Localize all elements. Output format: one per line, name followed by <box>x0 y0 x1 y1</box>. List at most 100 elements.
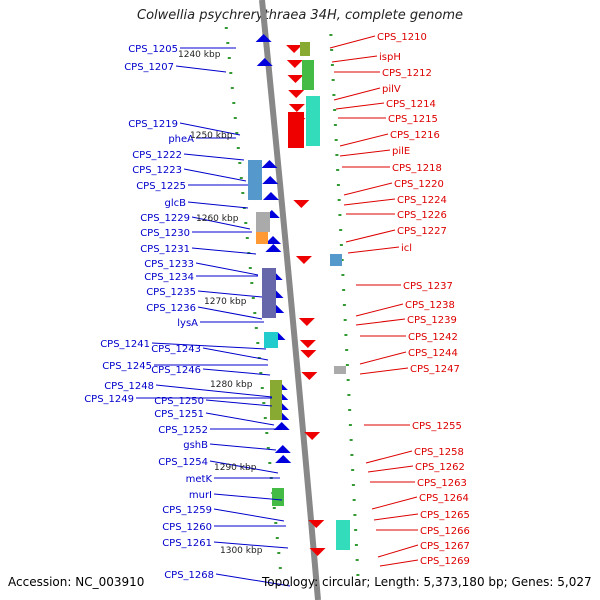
left-leader-line <box>205 412 275 426</box>
right-gene-label: CPS_1239 <box>407 315 457 326</box>
right-leader-line <box>333 87 381 101</box>
left-gene-label: CPS_1254 <box>158 457 208 468</box>
right-gene-label: CPS_1244 <box>408 348 458 359</box>
right-gene-label: CPS_1220 <box>394 179 444 190</box>
right-gene-label: CPS_1262 <box>415 462 465 473</box>
left-gene-label: CPS_1241 <box>100 339 150 350</box>
gene-block <box>302 60 314 90</box>
right-gene-label: CPS_1242 <box>408 332 458 343</box>
left-leader-line <box>151 342 267 350</box>
reverse-gene-arrow <box>308 520 325 528</box>
gene-block <box>306 96 320 146</box>
forward-gene-arrow <box>261 160 278 168</box>
left-leader-line <box>213 541 289 549</box>
genome-backbone <box>259 0 321 600</box>
right-leader-line <box>355 318 406 326</box>
right-leader-line <box>343 198 396 206</box>
left-gene-label: CPS_1249 <box>84 394 134 405</box>
scale-label: 1270 kbp <box>204 297 247 307</box>
right-leader-line <box>345 229 396 243</box>
right-gene-label: CPS_1218 <box>392 163 442 174</box>
reverse-gene-arrow <box>299 340 316 348</box>
left-leader-line <box>191 247 257 255</box>
genome-title: Colwellia psychrerythraea 34H, complete … <box>137 8 463 23</box>
left-gene-label: CPS_1236 <box>146 303 196 314</box>
reverse-gene-arrow <box>286 60 303 68</box>
left-gene-label: CPS_1248 <box>104 381 154 392</box>
right-gene-label: CPS_1210 <box>377 32 427 43</box>
gene-features <box>248 34 350 556</box>
right-gene-label: pilV <box>382 84 401 95</box>
forward-gene-arrow <box>255 34 272 42</box>
left-gene-label: CPS_1233 <box>144 259 194 270</box>
gene-block <box>330 254 342 266</box>
left-leader-line <box>183 168 247 182</box>
scale-label: 1250 kbp <box>190 131 233 141</box>
left-gene-label: CPS_1268 <box>164 570 214 581</box>
forward-gene-arrow <box>265 244 282 252</box>
right-gene-label: pilE <box>392 146 410 157</box>
left-gene-label: CPS_1230 <box>140 228 190 239</box>
left-gene-label: murI <box>189 490 212 501</box>
scale-label: 1290 kbp <box>214 463 257 473</box>
left-gene-label: CPS_1205 <box>128 44 178 55</box>
left-gene-label: CPS_1246 <box>151 365 201 376</box>
left-gene-label: CPS_1223 <box>132 165 182 176</box>
scale-label: 1300 kbp <box>220 546 263 556</box>
left-leader-line <box>175 65 227 73</box>
left-gene-label: CPS_1225 <box>136 181 186 192</box>
left-gene-label: CPS_1243 <box>151 344 201 355</box>
reverse-gene-arrow <box>300 350 317 358</box>
reverse-gene-arrow <box>304 432 321 440</box>
gene-block <box>264 332 278 348</box>
right-leader-line <box>331 55 378 63</box>
left-leader-line <box>179 122 241 136</box>
gene-block <box>288 112 304 148</box>
left-leader-line <box>197 306 263 320</box>
left-leader-line <box>209 443 277 451</box>
gene-block <box>256 212 270 232</box>
right-leader-line <box>339 133 389 147</box>
forward-gene-arrow <box>274 445 291 453</box>
left-leader-line <box>202 347 269 361</box>
left-gene-label: CPS_1231 <box>140 244 190 255</box>
reverse-gene-arrow <box>298 318 315 326</box>
gene-block <box>300 42 310 56</box>
gene-block <box>336 520 350 550</box>
scale-label: 1240 kbp <box>178 50 221 60</box>
right-gene-label: CPS_1237 <box>403 281 453 292</box>
right-gene-label: CPS_1227 <box>397 226 447 237</box>
reverse-gene-arrow <box>287 75 304 83</box>
accession-text: Accession: NC_003910 <box>8 575 145 589</box>
right-gene-label: ispH <box>379 52 401 63</box>
gene-block <box>248 160 262 200</box>
left-gene-label: gshB <box>183 440 208 451</box>
gene-block <box>256 232 268 244</box>
forward-gene-arrow <box>262 192 279 200</box>
left-leader-line <box>195 262 259 276</box>
right-gene-label: CPS_1267 <box>420 541 470 552</box>
backbone-line <box>259 0 321 600</box>
left-leader-line <box>187 201 249 209</box>
right-gene-label: CPS_1226 <box>397 210 447 221</box>
left-gene-label: CPS_1219 <box>128 119 178 130</box>
left-gene-label: CPS_1259 <box>162 505 212 516</box>
left-leader-line <box>191 216 251 230</box>
left-leader-line <box>205 399 273 407</box>
left-gene-label: CPS_1207 <box>124 62 174 73</box>
right-gene-label: CPS_1255 <box>412 421 462 432</box>
left-gene-label: CPS_1234 <box>144 272 194 283</box>
label-leaders <box>136 35 419 587</box>
right-gene-label: CPS_1212 <box>382 68 432 79</box>
left-leader-line <box>155 384 273 398</box>
left-gene-label: CPS_1261 <box>162 538 212 549</box>
left-gene-label: CPS_1229 <box>140 213 190 224</box>
left-leader-line <box>213 508 285 522</box>
right-leader-line <box>365 450 413 464</box>
right-gene-label: CPS_1238 <box>405 300 455 311</box>
right-leader-line <box>371 496 418 510</box>
left-gene-label: metK <box>186 474 213 485</box>
right-leader-line <box>335 102 385 110</box>
left-gene-label: CPS_1260 <box>162 522 212 533</box>
